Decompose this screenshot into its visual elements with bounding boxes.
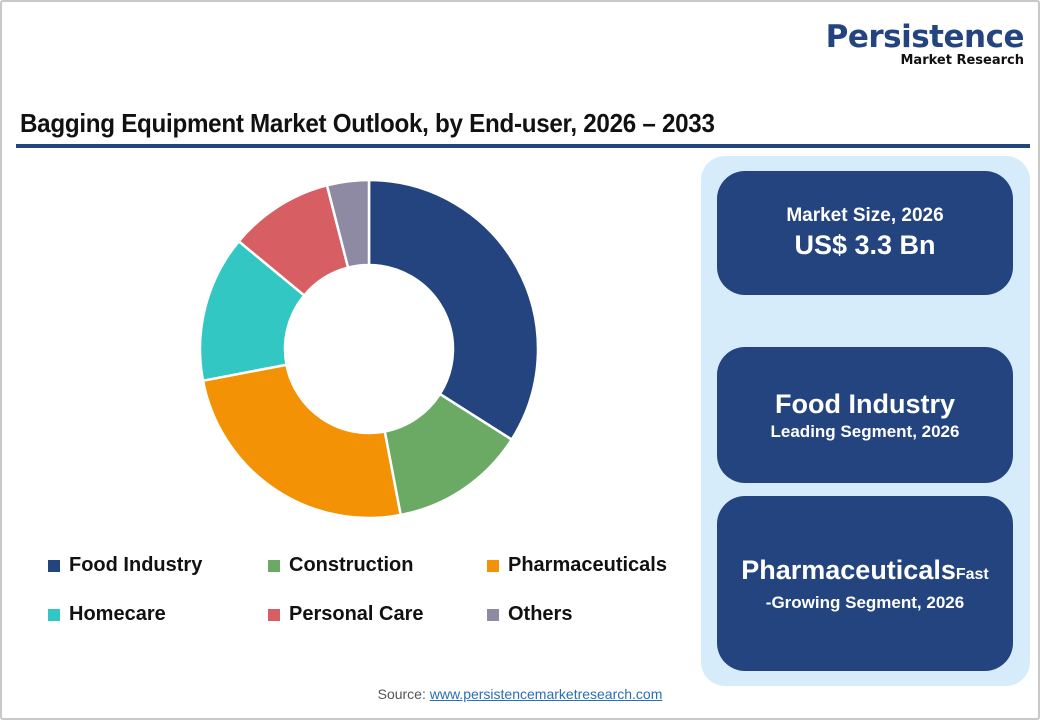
key-stats-panel: Market Size, 2026 US$ 3.3 Bn Food Indust…: [701, 156, 1030, 686]
legend-label: Pharmaceuticals: [508, 554, 667, 576]
legend-label: Food Industry: [69, 554, 203, 576]
legend-label: Construction: [289, 554, 414, 576]
fastest-growing-suffix: Fast: [955, 566, 989, 583]
source-prefix: Source:: [377, 686, 430, 702]
leading-segment-value: Food Industry: [775, 389, 955, 419]
donut-slice-pharmaceuticals: [201, 363, 403, 520]
legend-swatch: [487, 608, 499, 621]
donut-chart: [198, 178, 540, 520]
fastest-growing-card: PharmaceuticalsFast -Growing Segment, 20…: [717, 496, 1013, 671]
market-size-card: Market Size, 2026 US$ 3.3 Bn: [717, 171, 1013, 295]
title-divider: [16, 144, 1030, 148]
fastest-growing-label: -Growing Segment, 2026: [765, 593, 965, 612]
source-line: Source: www.persistencemarketresearch.co…: [0, 686, 1040, 702]
fastest-growing-value: Pharmaceuticals: [741, 555, 956, 585]
legend-swatch: [48, 608, 60, 621]
donut-slice-others: [325, 178, 371, 270]
legend-item-construction: Construction: [268, 554, 413, 577]
donut-slice-food-industry: [367, 178, 540, 442]
legend-label: Personal Care: [289, 603, 424, 625]
leading-segment-card: Food Industry Leading Segment, 2026: [717, 347, 1013, 483]
legend-item-personal-care: Personal Care: [268, 603, 424, 626]
legend-swatch: [48, 559, 60, 572]
source-link[interactable]: www.persistencemarketresearch.com: [429, 686, 663, 702]
legend-item-pharmaceuticals: Pharmaceuticals: [487, 554, 667, 577]
legend-label: Others: [508, 603, 573, 625]
legend-swatch: [268, 608, 280, 621]
legend-swatch: [268, 559, 280, 572]
leading-segment-label: Leading Segment, 2026: [770, 422, 960, 441]
chart-title: Bagging Equipment Market Outlook, by End…: [20, 108, 715, 138]
legend-swatch: [487, 559, 499, 572]
market-size-value: US$ 3.3 Bn: [794, 230, 936, 260]
logo-sub-text: Market Research: [900, 53, 1025, 68]
fastest-growing-value-line: PharmaceuticalsFast: [741, 553, 989, 592]
legend-label: Homecare: [69, 603, 166, 625]
legend-item-food-industry: Food Industry: [48, 554, 202, 577]
market-size-label: Market Size, 2026: [786, 205, 944, 226]
legend-item-others: Others: [487, 603, 572, 626]
logo-main-text: Persistence: [825, 19, 1025, 55]
legend-item-homecare: Homecare: [48, 603, 166, 626]
brand-logo: Persistence Market Research: [825, 19, 1025, 68]
